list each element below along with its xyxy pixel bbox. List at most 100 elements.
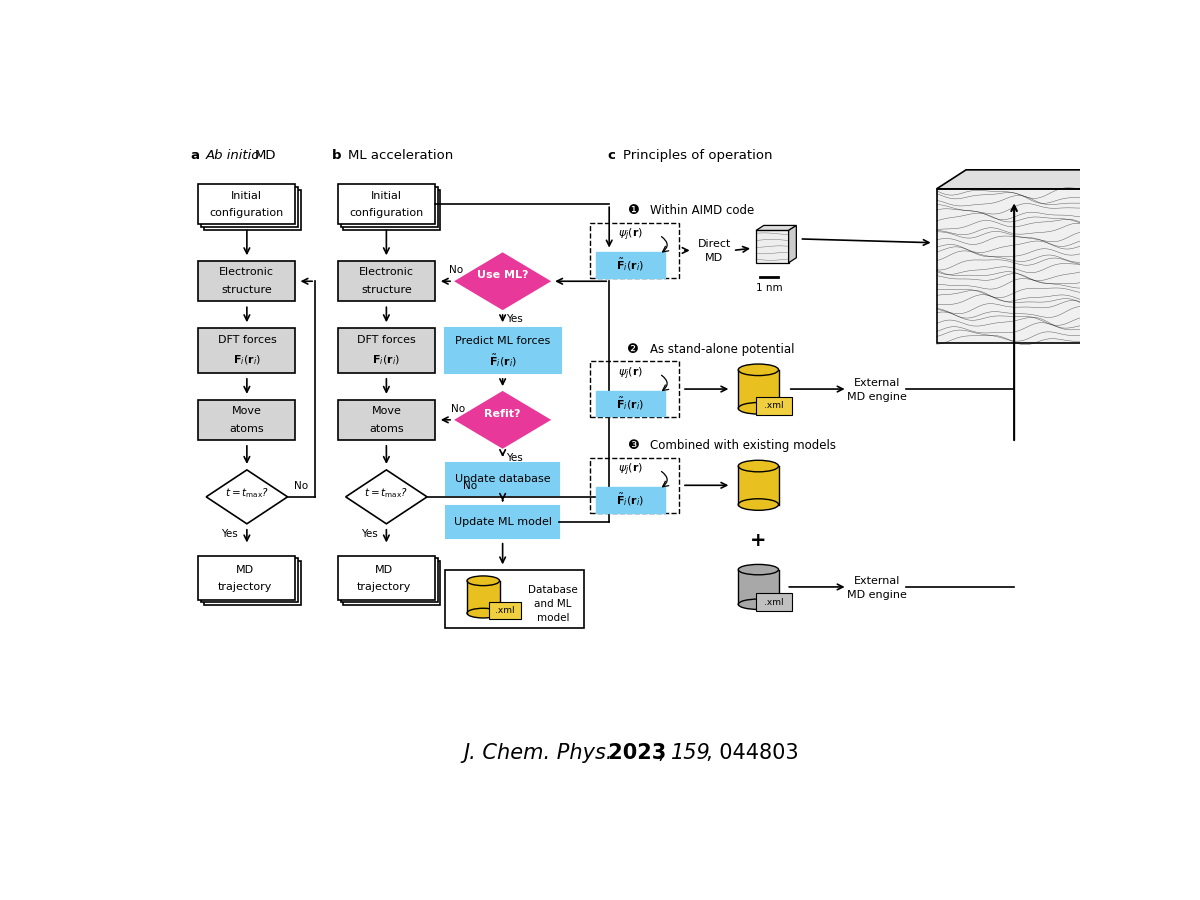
- Polygon shape: [756, 230, 788, 263]
- Text: c: c: [607, 149, 616, 162]
- Text: No: No: [451, 404, 464, 414]
- Bar: [338, 184, 434, 224]
- Text: Initial: Initial: [232, 191, 263, 201]
- Bar: [341, 558, 438, 602]
- Polygon shape: [756, 225, 797, 230]
- Text: No: No: [294, 482, 308, 491]
- Text: ❶: ❶: [626, 204, 638, 217]
- Text: .xml: .xml: [496, 607, 515, 616]
- Bar: [202, 187, 298, 227]
- Polygon shape: [456, 392, 550, 447]
- Text: Update ML model: Update ML model: [454, 518, 552, 527]
- Text: $\tilde{\mathbf{F}}_i(\mathbf{r}_i)$: $\tilde{\mathbf{F}}_i(\mathbf{r}_i)$: [617, 395, 644, 412]
- Text: $\tilde{\mathbf{F}}_i(\mathbf{r}_i)$: $\tilde{\mathbf{F}}_i(\mathbf{r}_i)$: [617, 491, 644, 508]
- Text: $\mathbf{F}_i(\mathbf{r}_i)$: $\mathbf{F}_i(\mathbf{r}_i)$: [233, 353, 260, 366]
- Ellipse shape: [738, 499, 779, 510]
- Text: ❸: ❸: [626, 439, 638, 452]
- Text: Ab initio: Ab initio: [206, 149, 260, 162]
- Text: configuration: configuration: [210, 208, 284, 218]
- Text: No: No: [449, 266, 463, 275]
- Text: structure: structure: [222, 285, 272, 295]
- Text: $\tilde{\mathbf{F}}_i(\mathbf{r}_i)$: $\tilde{\mathbf{F}}_i(\mathbf{r}_i)$: [488, 352, 517, 369]
- Text: Move: Move: [232, 406, 262, 416]
- Bar: [756, 593, 792, 611]
- Ellipse shape: [738, 564, 779, 575]
- Text: MD: MD: [706, 253, 724, 263]
- Polygon shape: [346, 470, 427, 524]
- Text: MD: MD: [254, 149, 276, 162]
- Polygon shape: [1092, 170, 1121, 343]
- Text: trajectory: trajectory: [217, 582, 271, 592]
- Text: As stand-alone potential: As stand-alone potential: [650, 343, 794, 356]
- Bar: [596, 252, 665, 278]
- Text: 2023: 2023: [601, 743, 666, 763]
- Bar: [738, 466, 779, 505]
- Text: $\psi_j(\mathbf{r})$: $\psi_j(\mathbf{r})$: [618, 227, 643, 243]
- Bar: [338, 328, 434, 373]
- Bar: [446, 463, 559, 495]
- Text: $t = t_{\rm max}$?: $t = t_{\rm max}$?: [365, 486, 408, 500]
- Bar: [341, 187, 438, 227]
- Ellipse shape: [738, 402, 779, 414]
- Text: and ML: and ML: [534, 598, 571, 609]
- Text: ML acceleration: ML acceleration: [348, 149, 452, 162]
- Ellipse shape: [467, 608, 499, 618]
- Text: $\psi_j(\mathbf{r})$: $\psi_j(\mathbf{r})$: [618, 365, 643, 382]
- Text: Predict ML forces: Predict ML forces: [455, 336, 551, 346]
- Text: Electronic: Electronic: [359, 267, 414, 277]
- Text: Yes: Yes: [506, 314, 523, 324]
- Text: 159: 159: [671, 743, 710, 763]
- Text: Electronic: Electronic: [220, 267, 275, 277]
- Bar: [343, 190, 440, 230]
- Ellipse shape: [738, 460, 779, 472]
- Bar: [590, 361, 679, 417]
- Text: $t = t_{\rm max}$?: $t = t_{\rm max}$?: [224, 486, 269, 500]
- Ellipse shape: [738, 364, 779, 375]
- Text: $\tilde{\mathbf{F}}_i(\mathbf{r}_i)$: $\tilde{\mathbf{F}}_i(\mathbf{r}_i)$: [617, 256, 644, 274]
- Text: , 044803: , 044803: [707, 743, 799, 763]
- Bar: [467, 580, 499, 613]
- Polygon shape: [937, 170, 1121, 189]
- Text: Database: Database: [528, 585, 578, 595]
- Text: b: b: [332, 149, 342, 162]
- Text: Yes: Yes: [361, 529, 378, 539]
- Bar: [198, 184, 295, 224]
- Text: MD: MD: [374, 565, 394, 575]
- Text: .xml: .xml: [764, 401, 784, 410]
- Text: 1 nm: 1 nm: [756, 284, 782, 293]
- Text: .xml: .xml: [764, 598, 784, 607]
- Bar: [756, 397, 792, 415]
- Text: No: No: [463, 482, 476, 491]
- Text: MD engine: MD engine: [847, 392, 907, 401]
- Text: a: a: [191, 149, 199, 162]
- Bar: [204, 190, 301, 230]
- Polygon shape: [937, 189, 1092, 343]
- Bar: [444, 571, 584, 628]
- Bar: [198, 261, 295, 302]
- Bar: [590, 222, 679, 278]
- Text: Yes: Yes: [222, 529, 238, 539]
- Bar: [590, 457, 679, 513]
- Bar: [488, 602, 521, 619]
- Text: Yes: Yes: [506, 453, 523, 463]
- Bar: [202, 558, 298, 602]
- Bar: [338, 261, 434, 302]
- Text: Update database: Update database: [455, 474, 551, 484]
- Bar: [198, 328, 295, 373]
- Bar: [596, 487, 665, 513]
- Bar: [198, 400, 295, 440]
- Polygon shape: [456, 254, 550, 309]
- Text: DFT forces: DFT forces: [217, 335, 276, 345]
- Text: DFT forces: DFT forces: [358, 335, 415, 345]
- Bar: [446, 506, 559, 538]
- Text: Combined with existing models: Combined with existing models: [650, 439, 836, 452]
- Text: $\psi_j(\mathbf{r})$: $\psi_j(\mathbf{r})$: [618, 462, 643, 478]
- Bar: [338, 556, 434, 599]
- Text: External: External: [853, 378, 900, 388]
- Bar: [204, 561, 301, 605]
- Text: External: External: [853, 576, 900, 586]
- Text: MD engine: MD engine: [847, 590, 907, 599]
- Text: Refit?: Refit?: [485, 409, 521, 419]
- Ellipse shape: [467, 576, 499, 586]
- Polygon shape: [206, 470, 288, 524]
